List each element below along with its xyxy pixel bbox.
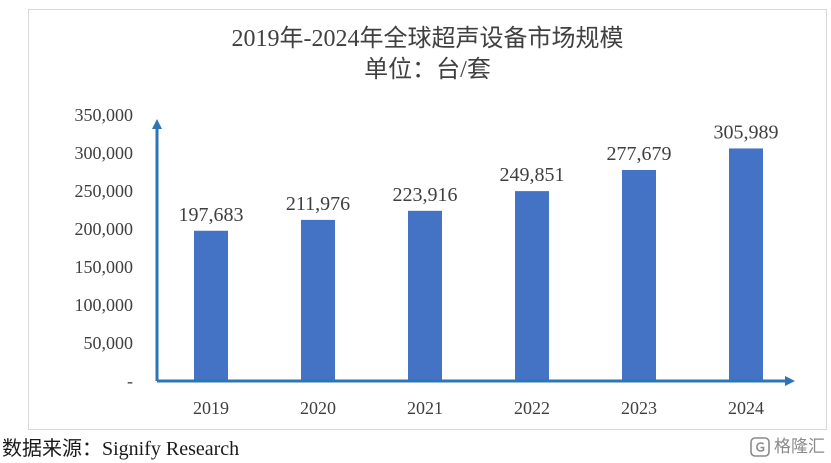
bar-2021 [408, 210, 442, 381]
watermark: 格隆汇 [750, 436, 825, 458]
data-label-2021: 223,916 [393, 184, 458, 206]
watermark-text: 格隆汇 [774, 437, 825, 457]
y-tick-label: 100,000 [75, 295, 134, 315]
x-tick-label-2020: 2020 [300, 398, 336, 418]
bar-2022 [515, 191, 549, 381]
y-tick-label: 350,000 [75, 105, 134, 125]
data-label-2024: 305,989 [714, 121, 779, 143]
y-tick-label: 50,000 [84, 333, 134, 353]
y-tick-label: 300,000 [75, 143, 134, 163]
x-tick-label-2019: 2019 [193, 398, 229, 418]
chart-subtitle: 单位：台/套 [364, 57, 491, 83]
y-tick-label: - [127, 371, 133, 391]
data-label-2020: 211,976 [286, 193, 350, 215]
bar-2023 [622, 169, 656, 381]
x-tick-label-2021: 2021 [407, 398, 443, 418]
chart-title: 2019年-2024年全球超声设备市场规模 [231, 26, 624, 52]
x-axis-ticks: 2019 2020 2021 2022 2023 2024 [193, 398, 764, 418]
data-label-2022: 249,851 [500, 164, 565, 186]
data-source-note: 数据来源：Signify Research [2, 438, 240, 460]
y-axis-ticks: - 50,000 100,000 150,000 200,000 250,000 300,0… [75, 105, 134, 391]
y-tick-label: 150,000 [75, 257, 134, 277]
y-tick-label: 250,000 [75, 181, 134, 201]
data-label-2019: 197,683 [179, 204, 244, 226]
x-tick-label-2024: 2024 [728, 398, 764, 418]
x-tick-label-2022: 2022 [514, 398, 550, 418]
data-label-2023: 277,679 [607, 143, 672, 165]
bar-2019 [194, 230, 228, 381]
bar-2020 [301, 219, 335, 381]
data-labels: 197,683 211,976 223,916 249,851 277,679 305,9… [179, 121, 779, 225]
bars [194, 148, 763, 381]
gelonghui-logo-icon [750, 437, 770, 457]
bar-2024 [729, 148, 763, 381]
x-tick-label-2023: 2023 [621, 398, 657, 418]
y-tick-label: 200,000 [75, 219, 134, 239]
